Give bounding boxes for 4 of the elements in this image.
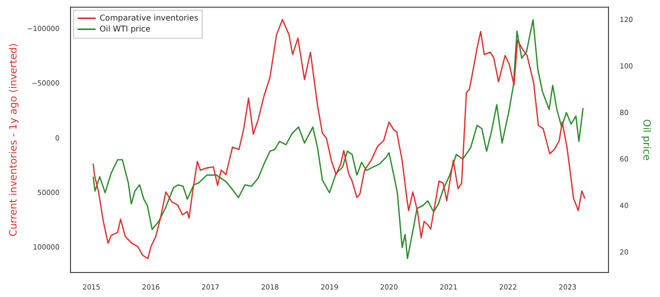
legend-label: Comparative inventories <box>100 13 198 22</box>
y-axis-title: Current inventories - 1y ago (inverted) <box>8 43 20 237</box>
legend-label: Oil WTI price <box>100 24 151 34</box>
y2-axis-title: Oil price <box>640 119 652 161</box>
